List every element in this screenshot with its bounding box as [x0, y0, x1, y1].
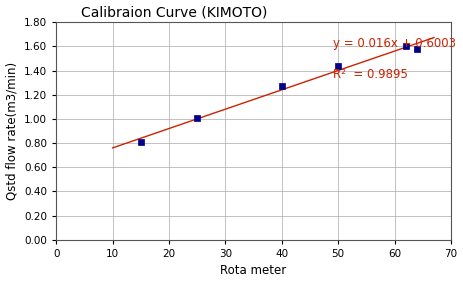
Title: Calibraion Curve (KIMOTO): Calibraion Curve (KIMOTO) [81, 6, 268, 20]
Point [402, 44, 409, 49]
Point [334, 63, 342, 68]
Text: R²  = 0.9895: R² = 0.9895 [333, 68, 408, 81]
Y-axis label: Qstd flow rate(m3/min): Qstd flow rate(m3/min) [6, 62, 19, 200]
Point [278, 84, 286, 89]
Text: y = 0.016x + 0.6003: y = 0.016x + 0.6003 [333, 37, 457, 50]
Point [413, 46, 421, 51]
Point [137, 140, 144, 144]
X-axis label: Rota meter: Rota meter [220, 264, 287, 277]
Point [194, 115, 201, 120]
